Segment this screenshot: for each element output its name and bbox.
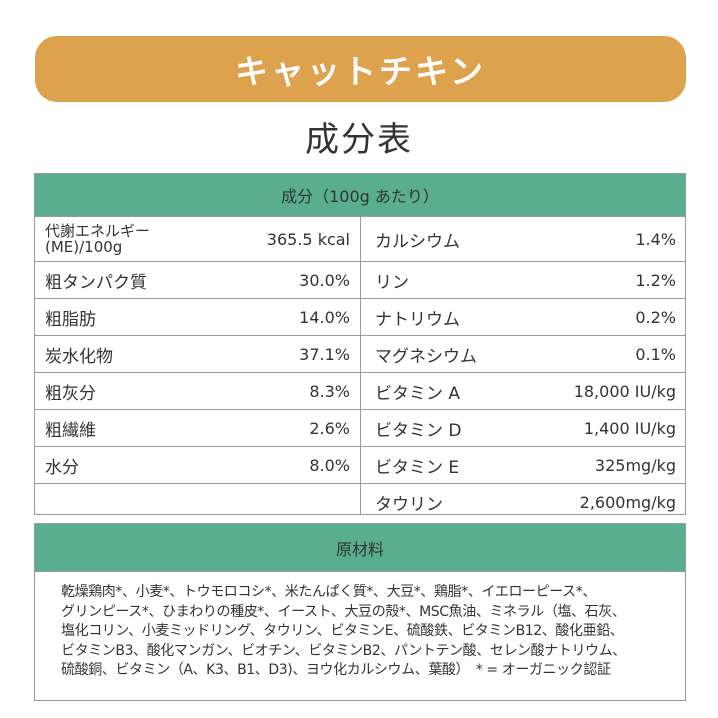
nutrient-value: 18,000 IU/kg (573, 381, 676, 401)
right-cell: ビタミン D 1,400 IU/kg (361, 410, 686, 446)
nutrient-value: 0.2% (635, 307, 676, 327)
right-cell: ビタミン E 325mg/kg (361, 447, 686, 483)
right-cell: リン 1.2% (361, 262, 686, 298)
nutrient-value: 14.0% (299, 307, 350, 327)
nutrient-value: 2.6% (309, 418, 350, 438)
nutrient-value: 1.2% (635, 270, 676, 290)
nutrient-name: カルシウム (375, 231, 460, 252)
nutrient-name: 水分 (45, 457, 79, 478)
left-cell: 粗灰分 8.3% (35, 373, 360, 409)
right-cell: ナトリウム 0.2% (361, 299, 686, 335)
ingredients-line: 乾燥鶏肉*、小麦*、トウモロコシ*、米たんぱく質*、大豆*、鶏脂*、イエローピー… (61, 584, 596, 600)
left-cell (35, 484, 360, 521)
ingredients-line: ビタミンB3、酸化マンガン、ビオチン、ビタミンB2、パントテン酸、セレン酸ナトリ… (61, 642, 626, 659)
nutrient-value: 8.3% (309, 381, 350, 401)
nutrient-name: タウリン (375, 495, 443, 515)
right-cell: タウリン 2,600mg/kg (361, 484, 686, 521)
nutrient-name: マグネシウム (375, 346, 477, 367)
left-cell: 粗繊維 2.6% (35, 410, 360, 446)
nutrient-value: 0.1% (635, 344, 676, 364)
ingredients-line: 硫酸銅、ビタミン（A、K3、B1、D3)、ヨウ化カルシウム、葉酸） * = オー… (61, 662, 611, 678)
right-cell: ビタミン A 18,000 IU/kg (361, 373, 686, 409)
nutrient-name: 粗脂肪 (45, 309, 96, 330)
column-divider (360, 217, 361, 514)
ingredients-box: 原材料 乾燥鶏肉*、小麦*、トウモロコシ*、米たんぱく質*、大豆*、鶏脂*、イエ… (34, 523, 686, 701)
nutrition-table: 成分（100g あたり） 代謝エネルギー(ME)/100g 365.5 kcal… (34, 173, 686, 515)
nutrition-rows: 代謝エネルギー(ME)/100g 365.5 kcal カルシウム 1.4% 粗… (35, 217, 685, 521)
nutrient-value: 8.0% (309, 455, 350, 475)
section-title: 成分表 (305, 120, 413, 160)
right-cell: カルシウム 1.4% (361, 217, 686, 261)
nutrient-value: 37.1% (299, 344, 350, 364)
ingredients-line: グリンピース*、ひまわりの種皮*、イースト、大豆の殻*、MSC魚油、ミネラル（塩… (61, 603, 626, 620)
nutrient-value: 1,400 IU/kg (583, 418, 676, 438)
nutrient-name: 粗タンパク質 (45, 272, 147, 293)
left-cell: 炭水化物 37.1% (35, 336, 360, 372)
nutrient-value: 325mg/kg (594, 455, 676, 475)
right-cell: マグネシウム 0.1% (361, 336, 686, 372)
left-cell: 粗タンパク質 30.0% (35, 262, 360, 298)
nutrient-name: ビタミン E (375, 457, 460, 478)
nutrient-name: ビタミン A (375, 383, 461, 404)
nutrient-value: 1.4% (635, 229, 676, 249)
ingredients-body: 乾燥鶏肉*、小麦*、トウモロコシ*、米たんぱく質*、大豆*、鶏脂*、イエローピー… (35, 572, 685, 681)
nutrient-name: 炭水化物 (45, 346, 113, 367)
nutrient-name: ビタミン D (375, 420, 462, 441)
table-row: 代謝エネルギー(ME)/100g 365.5 kcal カルシウム 1.4% (35, 217, 685, 262)
table-row: タウリン 2,600mg/kg (35, 484, 685, 521)
nutrient-name: 粗繊維 (45, 420, 96, 441)
nutrition-table-header: 成分（100g あたり） (35, 174, 685, 217)
ingredients-header: 原材料 (35, 524, 685, 572)
product-banner: キャットチキン (35, 36, 686, 102)
product-title: キャットチキン (234, 52, 486, 91)
left-cell: 水分 8.0% (35, 447, 360, 483)
left-cell: 代謝エネルギー(ME)/100g 365.5 kcal (35, 217, 360, 261)
left-cell: 粗脂肪 14.0% (35, 299, 360, 335)
ingredients-line: 塩化コリン、小麦ミッドリング、タウリン、ビタミンE、硫酸鉄、ビタミンB12、酸化… (61, 623, 624, 639)
nutrient-name: リン (375, 272, 409, 293)
nutrient-value: 2,600mg/kg (579, 493, 676, 512)
nutrient-value: 30.0% (299, 270, 350, 290)
nutrient-name: ナトリウム (375, 309, 460, 330)
nutrient-name: 粗灰分 (45, 383, 96, 404)
nutrient-name: 代謝エネルギー(ME)/100g (45, 222, 151, 256)
nutrient-value: 365.5 kcal (266, 229, 350, 249)
